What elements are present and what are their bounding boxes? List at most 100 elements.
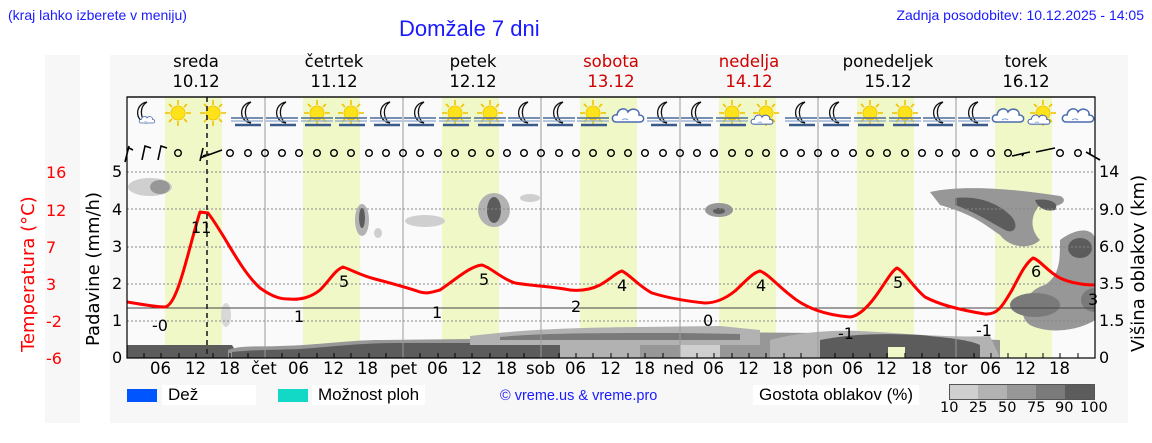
temp-annotation: 5 [479, 270, 490, 289]
x-tick: 18 [219, 359, 240, 378]
cloud-height-axis-label: Višina oblakov (km) [1128, 174, 1149, 352]
cloud-height-tick: 0 [1099, 348, 1110, 367]
x-tick: 06 [703, 359, 724, 378]
temp-annotation: 6 [1031, 262, 1042, 281]
temp-tick: 12 [46, 201, 67, 220]
day-gridlines [264, 97, 957, 358]
precip-tick: 5 [112, 162, 123, 181]
x-tick: 18 [357, 359, 378, 378]
x-tick: 12 [461, 359, 482, 378]
plot-frame [126, 96, 1096, 359]
temp-annotation: -1 [976, 321, 992, 340]
density-tick: 75 [1027, 400, 1046, 416]
density-tick: 90 [1055, 400, 1074, 416]
x-tick: 06 [427, 359, 448, 378]
cloud-density [127, 178, 1095, 358]
x-tick: 12 [323, 359, 344, 378]
wind-barb-icon [199, 147, 223, 162]
rain-legend-swatch [127, 389, 157, 402]
precip-axis-label: Padavine (mm/h) [83, 192, 104, 346]
density-tick: 50 [998, 400, 1017, 416]
horizontal-gridlines [127, 171, 1095, 322]
cloud-height-tick: 14 [1099, 162, 1120, 181]
x-tick: pet [390, 359, 418, 378]
x-tick: 12 [738, 359, 759, 378]
precip-tick: 0 [112, 348, 123, 367]
day-header-fri: petek 12.12 [449, 52, 497, 91]
temp-annotation: -0 [152, 316, 168, 335]
cloud-height-tick: 1.5 [1099, 311, 1125, 330]
x-tick: 18 [634, 359, 655, 378]
page-title: Domžale 7 dni [399, 16, 540, 41]
location-hint: (kraj lahko izberete v meniju) [8, 7, 187, 23]
day-header-sat: sobota 13.12 [583, 52, 639, 91]
day-header-wed: sreda 10.12 [172, 52, 220, 91]
cloud-height-tick: 3.5 [1099, 274, 1125, 293]
temp-tick: -2 [46, 312, 62, 331]
x-tick: 12 [876, 359, 897, 378]
x-axis-ticks [143, 353, 1079, 358]
wind-barb-icon [141, 144, 152, 161]
temp-annotation: 1 [294, 307, 305, 326]
precip-tick: 2 [112, 274, 123, 293]
x-tick: 12 [1015, 359, 1036, 378]
temp-tick: 7 [46, 238, 57, 257]
wind-barb-icon [1011, 147, 1056, 157]
showers-legend-label: Možnost ploh [312, 385, 426, 405]
wind-barb-icon [157, 144, 168, 161]
temperature-line [126, 210, 1096, 319]
last-updated: Zadnja posodobitev: 10.12.2025 - 14:05 [896, 7, 1144, 23]
x-tick: 18 [496, 359, 517, 378]
density-tick: 25 [969, 400, 988, 416]
temp-annotation: 4 [617, 276, 628, 295]
x-tick: 18 [772, 359, 793, 378]
x-tick: 06 [150, 359, 171, 378]
temp-annotation: -1 [838, 324, 854, 343]
x-tick: tor [944, 359, 968, 378]
day-header-tue: torek 16.12 [1002, 52, 1050, 91]
cloud-height-tick: 6.0 [1099, 237, 1125, 256]
density-tick: 100 [1080, 400, 1108, 416]
copyright-link[interactable]: © vreme.us & vreme.pro [500, 388, 658, 404]
day-header-mon: ponedeljek 15.12 [842, 52, 934, 91]
wind-row [124, 144, 1101, 163]
temp-annotation: 1 [432, 303, 443, 322]
temp-axis-label: Temperatura (°C) [18, 196, 39, 352]
temp-annotation: 5 [893, 273, 904, 292]
x-tick: 06 [980, 359, 1001, 378]
x-tick: 06 [842, 359, 863, 378]
x-tick: 18 [911, 359, 932, 378]
daylight-bands [165, 97, 1052, 358]
x-tick: ned [663, 359, 695, 378]
x-tick: sob [526, 359, 556, 378]
precip-tick: 1 [112, 311, 123, 330]
cloud-density-legend-label: Gostota oblakov (%) [753, 385, 920, 405]
density-tick: 10 [940, 400, 959, 416]
temp-annotation: 11 [191, 218, 212, 237]
temp-tick: 16 [46, 163, 67, 182]
x-tick: 12 [600, 359, 621, 378]
temp-annotation: 0 [703, 311, 714, 330]
rain-legend-label: Dež [162, 385, 256, 405]
x-tick: čet [251, 359, 277, 378]
temp-tick: 3 [46, 275, 57, 294]
wind-barb-icon [1085, 148, 1101, 161]
x-tick: 06 [565, 359, 586, 378]
left-axis-panel [45, 55, 80, 423]
x-tick: pon [802, 359, 834, 378]
x-tick: 18 [1049, 359, 1070, 378]
precip-tick: 3 [112, 237, 123, 256]
showers-legend-swatch [278, 389, 308, 402]
temp-annotation: 3 [1088, 290, 1099, 309]
temp-tick: -6 [46, 349, 62, 368]
temp-annotation: 5 [339, 272, 350, 291]
day-header-thu: četrtek 11.12 [304, 52, 364, 91]
cloud-height-tick: 9.0 [1099, 200, 1125, 219]
precip-tick: 4 [112, 200, 123, 219]
temp-annotation: 2 [571, 297, 582, 316]
x-tick: 06 [288, 359, 309, 378]
x-tick: 12 [185, 359, 206, 378]
temp-annotation: 4 [756, 276, 767, 295]
day-header-sun: nedelja 14.12 [718, 52, 780, 91]
